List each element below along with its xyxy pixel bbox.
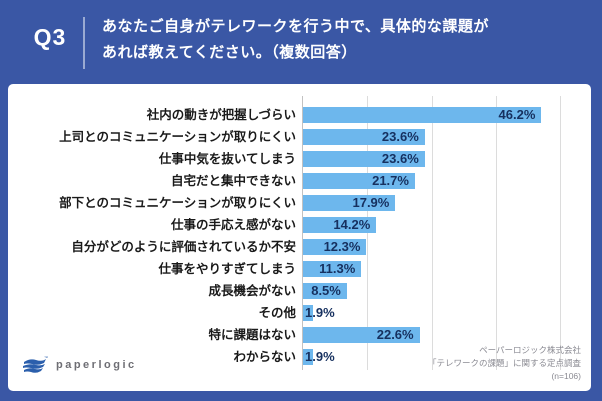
bar-row: 自分がどのように評価されているか不安 12.3% [8, 236, 591, 258]
bar-row: わからない 1.9% [8, 346, 591, 368]
category-label: 仕事をやりすぎてしまう [158, 262, 296, 276]
source-survey-name: 「テレワークの課題」に関する定点調査 [427, 358, 581, 368]
bar-row: 部下とのコミュニケーションが取りにくい 17.9% [8, 192, 591, 214]
svg-text:™: ™ [44, 355, 48, 360]
paperlogic-layers-icon: ™ [23, 355, 48, 373]
question-title-line2: あれば教えてください。（複数回答） [102, 44, 357, 61]
category-label: その他 [258, 306, 296, 320]
bar-track: 23.6% [303, 129, 561, 145]
bar-row: 上司とのコミュニケーションが取りにくい 23.6% [8, 126, 591, 148]
category-label: 上司とのコミュニケーションが取りにくい [59, 130, 296, 144]
bar-track: 14.2% [303, 217, 561, 233]
bar [303, 173, 415, 189]
bar-row: 自宅だと集中できない 21.7% [8, 170, 591, 192]
question-number: Q3 [33, 24, 67, 50]
bar-row: 仕事中気を抜いてしまう 23.6% [8, 148, 591, 170]
bar-row: 仕事の手応え感がない 14.2% [8, 214, 591, 236]
bar-track: 21.7% [303, 173, 561, 189]
chart-gridlines [302, 96, 561, 370]
bar-row: その他 1.9% [8, 302, 591, 324]
question-header: Q3 あなたご自身がテレワークを行う中で、具体的な課題が あれば教えてください。… [0, 0, 602, 84]
paperlogic-logo: ™ paperlogic [20, 353, 137, 377]
bar [303, 261, 362, 277]
bar-track: 8.5% [303, 283, 561, 299]
value-label: 22.6% [376, 327, 414, 342]
bar-row: 特に課題はない 22.6% [8, 324, 591, 346]
value-label: 12.3% [323, 239, 361, 254]
category-label: わからない [233, 350, 296, 364]
question-title-line1: あなたご自身がテレワークを行う中で、具体的な課題が [102, 18, 489, 35]
bar-track: 22.6% [303, 327, 561, 343]
bar-row: 成長機会がない 8.5% [8, 280, 591, 302]
bar-track: 12.3% [303, 239, 561, 255]
category-label: 部下とのコミュニケーションが取りにくい [59, 196, 296, 210]
gridline [367, 96, 369, 370]
bar [303, 129, 425, 145]
bar [303, 151, 425, 167]
value-label: 17.9% [352, 195, 390, 210]
bar [303, 195, 396, 211]
bar-row: 仕事をやりすぎてしまう 11.3% [8, 258, 591, 280]
bar-row: 社内の動きが把握しづらい 46.2% [8, 104, 591, 126]
category-label: 成長機会がない [208, 284, 296, 298]
header-divider [83, 17, 85, 69]
bar-track: 11.3% [303, 261, 561, 277]
bar-track: 46.2% [303, 107, 561, 123]
bar-track: 23.6% [303, 151, 561, 167]
value-label: 23.6% [381, 151, 419, 166]
bar-rows: 社内の動きが把握しづらい 46.2% 上司とのコミュニケーションが取りにくい 23.6… [8, 104, 591, 368]
bar [303, 217, 377, 233]
category-label: 仕事中気を抜いてしまう [158, 152, 296, 166]
source-note: ペーパーロジック株式会社 「テレワークの課題」に関する定点調査 (n=106) [428, 344, 581, 383]
bar [303, 239, 367, 255]
chart-panel: 社内の動きが把握しづらい 46.2% 上司とのコミュニケーションが取りにくい 23.6… [8, 84, 591, 391]
value-label: 11.3% [319, 261, 356, 276]
category-label: 社内の動きが把握しづらい [146, 108, 296, 122]
value-label: 14.2% [333, 217, 371, 232]
bar [303, 283, 347, 299]
logo-text: paperlogic [56, 359, 137, 371]
bar-track: 1.9% [303, 305, 561, 321]
bar [303, 349, 313, 365]
value-label: 46.2% [498, 107, 536, 122]
question-title: あなたご自身がテレワークを行う中で、具体的な課題が あれば教えてください。（複数… [102, 14, 588, 66]
value-label: 23.6% [381, 129, 419, 144]
gridline [560, 96, 561, 370]
source-sample-size: (n=106) [551, 371, 581, 381]
value-label: 21.7% [372, 173, 409, 188]
value-label: 8.5% [311, 283, 341, 298]
category-label: 仕事の手応え感がない [170, 218, 296, 232]
value-label: 1.9% [305, 349, 335, 364]
category-label: 自分がどのように評価されているか不安 [71, 240, 296, 254]
category-label: 特に課題はない [208, 328, 296, 342]
bar-track: 1.9% [303, 349, 561, 365]
gridline [495, 96, 497, 370]
gridline [431, 96, 433, 370]
source-company: ペーパーロジック株式会社 [479, 345, 581, 355]
bar [303, 107, 542, 123]
bar-track: 17.9% [303, 195, 561, 211]
category-label: 自宅だと集中できない [170, 174, 296, 188]
value-label: 1.9% [305, 305, 335, 320]
bar [303, 327, 420, 343]
bar [303, 305, 313, 321]
